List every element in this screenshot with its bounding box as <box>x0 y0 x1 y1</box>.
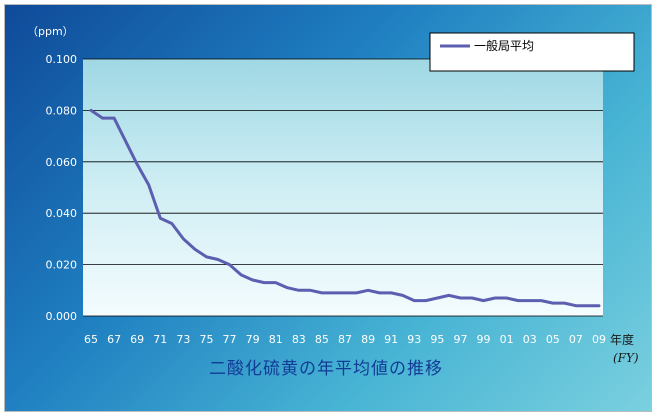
y-tick-label: 0.000 <box>46 310 78 323</box>
x-tick-label: 95 <box>430 333 444 346</box>
x-tick-label: 67 <box>107 333 121 346</box>
x-tick-label: 01 <box>500 333 514 346</box>
y-tick-label: 0.020 <box>46 259 78 272</box>
series-line-一般局平均 <box>89 108 601 308</box>
x-unit-sub-label: (FY) <box>613 351 639 365</box>
x-tick-label: 77 <box>223 333 237 346</box>
y-tick-label: 0.100 <box>46 53 78 66</box>
legend-label: 一般局平均 <box>474 38 534 53</box>
x-tick-label: 99 <box>477 333 491 346</box>
x-tick-label: 81 <box>269 333 283 346</box>
y-tick-label: 0.060 <box>46 156 78 169</box>
gridlines <box>83 58 603 317</box>
y-tick-label: 0.040 <box>46 207 78 220</box>
y-tick-label: 0.080 <box>46 104 78 117</box>
x-tick-label: 71 <box>153 333 167 346</box>
x-tick-label: 07 <box>569 333 583 346</box>
legend: 一般局平均 <box>429 32 635 72</box>
x-tick-label: 79 <box>246 333 260 346</box>
x-axis-ticks: 65 67 69 71 73 75 77 79 81 83 85 87 89 91 93 95 97 99 01 03… <box>84 333 606 346</box>
x-tick-label: 03 <box>523 333 537 346</box>
chart-frame: （ppm） 0.000 0.020 0.040 0.060 0.080 0.100 65 6… <box>4 4 652 412</box>
x-tick-label: 65 <box>84 333 98 346</box>
x-tick-label: 69 <box>130 333 144 346</box>
legend-box <box>429 32 635 72</box>
x-tick-label: 85 <box>315 333 329 346</box>
x-tick-label: 05 <box>546 333 560 346</box>
y-axis-ticks: 0.000 0.020 0.040 0.060 0.080 0.100 <box>46 53 78 323</box>
x-unit-label: 年度 <box>610 332 634 347</box>
x-tick-label: 09 <box>592 333 606 346</box>
x-tick-label: 73 <box>176 333 190 346</box>
x-tick-label: 87 <box>338 333 352 346</box>
x-tick-label: 89 <box>361 333 375 346</box>
y-unit-label: （ppm） <box>27 25 74 38</box>
x-tick-label: 91 <box>384 333 398 346</box>
x-tick-label: 83 <box>292 333 306 346</box>
x-tick-label: 75 <box>199 333 213 346</box>
x-tick-label: 97 <box>453 333 467 346</box>
x-tick-label: 93 <box>407 333 421 346</box>
plot-area <box>83 59 603 316</box>
chart-title: 二酸化硫黄の年平均値の推移 <box>209 359 443 379</box>
